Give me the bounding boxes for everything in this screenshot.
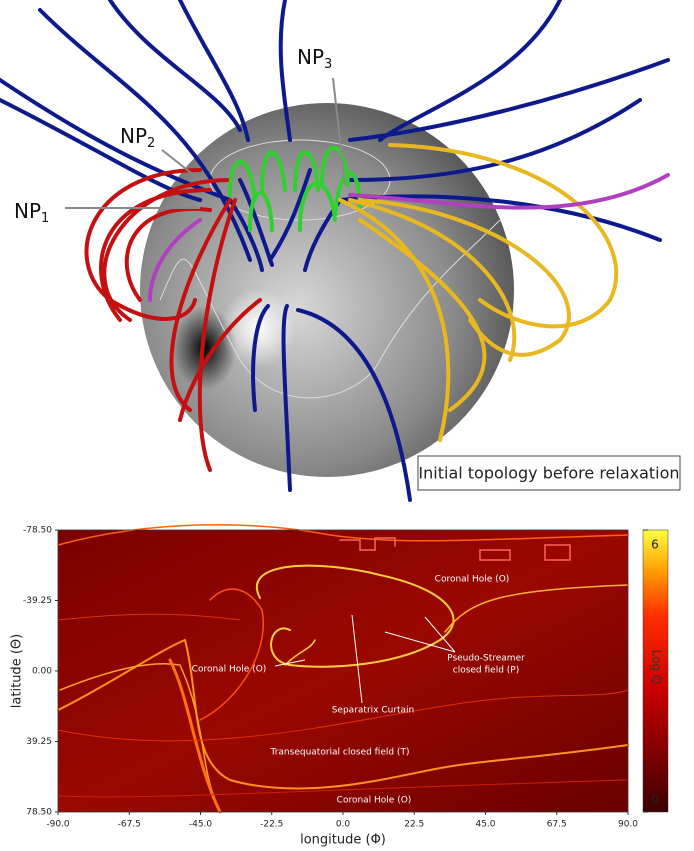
- null-point-label: NP3: [297, 45, 332, 72]
- colorbar-label: Log Q: [650, 650, 664, 685]
- annotation: Separatrix Curtain: [332, 706, 415, 716]
- x-tick-label: -90.0: [46, 820, 70, 830]
- x-tick-label: 67.5: [547, 820, 567, 830]
- y-axis-label: latitude (Θ): [10, 634, 25, 708]
- x-tick-label: 45.0: [475, 820, 495, 830]
- x-tick-label: 0.0: [336, 820, 351, 830]
- annotation: Transequatorial closed field (T): [270, 748, 410, 758]
- x-axis-label: longitude (Φ): [300, 833, 386, 848]
- annotation: closed field (P): [453, 666, 520, 676]
- label-subscript: 3: [324, 57, 332, 72]
- label-subscript: 1: [41, 211, 49, 226]
- annotation: Pseudo-Streamer: [447, 654, 525, 664]
- x-tick-label: -67.5: [118, 820, 141, 830]
- x-tick-label: 90.0: [618, 820, 638, 830]
- y-tick-label: -78.50: [23, 526, 52, 536]
- label-name: NP: [14, 199, 41, 223]
- annotation: Coronal Hole (O): [192, 665, 267, 675]
- null-point-label: NP1: [14, 199, 49, 226]
- x-tick-label: -45.0: [189, 820, 213, 830]
- label-subscript: 2: [147, 136, 155, 151]
- label-name: NP: [297, 45, 324, 69]
- sphere-render: [0, 0, 681, 502]
- null-point-label: NP2: [120, 124, 155, 151]
- y-tick-label: 0.00: [32, 667, 52, 677]
- colorbar-tick-label: 6: [651, 538, 659, 552]
- y-tick-label: 39.25: [26, 737, 52, 747]
- colorbar: [642, 529, 669, 813]
- annotation: Coronal Hole (O): [435, 575, 510, 585]
- annotation: Coronal Hole (O): [337, 796, 412, 806]
- caption: Initial topology before relaxation: [418, 464, 679, 483]
- y-tick-label: 78.50: [26, 808, 52, 818]
- x-tick-label: -22.5: [260, 820, 283, 830]
- label-name: NP: [120, 124, 147, 148]
- y-tick-label: -39.25: [23, 596, 52, 606]
- x-tick-label: 22.5: [404, 820, 424, 830]
- heatmap-image: [57, 524, 629, 814]
- plot-frame: [57, 529, 629, 813]
- colorbar-tick-label: 0: [651, 793, 659, 807]
